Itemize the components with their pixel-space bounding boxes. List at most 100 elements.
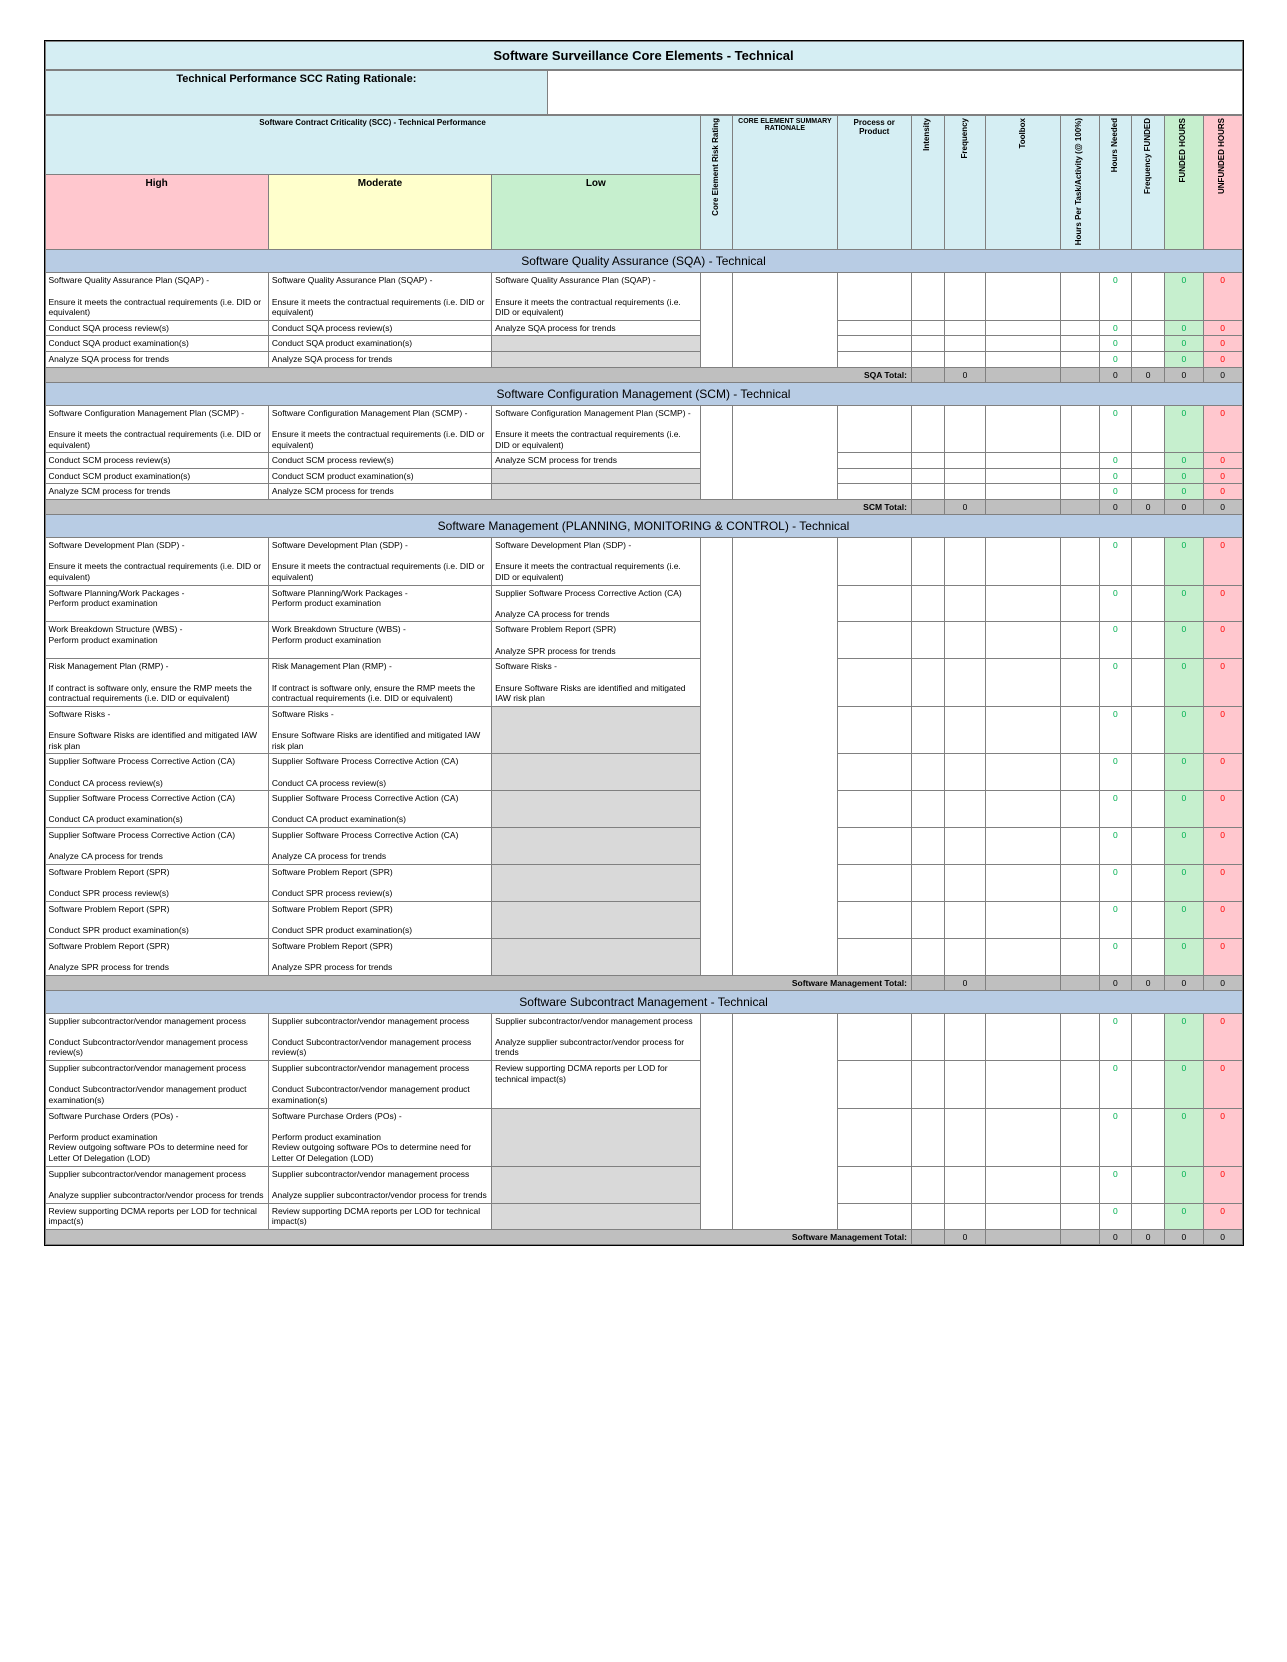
- cell[interactable]: [1132, 273, 1165, 321]
- cell[interactable]: [911, 828, 944, 865]
- cell[interactable]: [986, 1061, 1060, 1109]
- cell[interactable]: Review supporting DCMA reports per LOD f…: [268, 1203, 491, 1229]
- cell[interactable]: Software Planning/Work Packages - Perfor…: [45, 585, 268, 622]
- cell[interactable]: Analyze SQA process for trends: [492, 320, 700, 336]
- cell[interactable]: [944, 405, 986, 453]
- cell[interactable]: [492, 864, 700, 901]
- cell[interactable]: Software Problem Report (SPR) Conduct SP…: [45, 864, 268, 901]
- cell[interactable]: [492, 1108, 700, 1166]
- core-summary-cell[interactable]: [733, 1013, 837, 1229]
- core-summary-cell[interactable]: [733, 538, 837, 976]
- cell[interactable]: [492, 336, 700, 352]
- cell[interactable]: [1132, 1061, 1165, 1109]
- cell[interactable]: [944, 585, 986, 622]
- cell[interactable]: Software Problem Report (SPR) Analyze SP…: [45, 938, 268, 975]
- cell[interactable]: Analyze SQA process for trends: [268, 352, 491, 368]
- cell[interactable]: Supplier subcontractor/vendor management…: [268, 1061, 491, 1109]
- cell[interactable]: [1132, 791, 1165, 828]
- cell[interactable]: [837, 864, 911, 901]
- cell[interactable]: [911, 864, 944, 901]
- cell[interactable]: Software Quality Assurance Plan (SQAP) -…: [45, 273, 268, 321]
- cell[interactable]: [986, 336, 1060, 352]
- cell[interactable]: [1060, 352, 1099, 368]
- cell[interactable]: [986, 1108, 1060, 1166]
- cell[interactable]: [1060, 405, 1099, 453]
- cell[interactable]: Supplier subcontractor/vendor management…: [268, 1166, 491, 1203]
- cell[interactable]: [1060, 585, 1099, 622]
- cell[interactable]: Supplier subcontractor/vendor management…: [492, 1013, 700, 1061]
- cell[interactable]: Supplier subcontractor/vendor management…: [45, 1061, 268, 1109]
- cell[interactable]: [986, 352, 1060, 368]
- cell[interactable]: Software Quality Assurance Plan (SQAP) -…: [268, 273, 491, 321]
- cell[interactable]: [837, 1108, 911, 1166]
- cell[interactable]: Supplier Software Process Corrective Act…: [268, 754, 491, 791]
- cell[interactable]: [1060, 320, 1099, 336]
- cell[interactable]: [837, 1203, 911, 1229]
- cell[interactable]: [1132, 864, 1165, 901]
- cell[interactable]: [1060, 468, 1099, 484]
- cell[interactable]: Analyze SCM process for trends: [45, 484, 268, 500]
- core-risk-cell[interactable]: [700, 405, 733, 499]
- cell[interactable]: [837, 659, 911, 707]
- cell[interactable]: [1132, 754, 1165, 791]
- cell[interactable]: [837, 1061, 911, 1109]
- cell[interactable]: Software Risks - Ensure Software Risks a…: [45, 706, 268, 754]
- cell[interactable]: [492, 1166, 700, 1203]
- cell[interactable]: [837, 754, 911, 791]
- cell[interactable]: [1060, 1013, 1099, 1061]
- cell[interactable]: Software Problem Report (SPR) Analyze SP…: [492, 622, 700, 659]
- cell[interactable]: [837, 336, 911, 352]
- cell[interactable]: [837, 828, 911, 865]
- cell[interactable]: [986, 659, 1060, 707]
- cell[interactable]: [944, 828, 986, 865]
- cell[interactable]: [1132, 1013, 1165, 1061]
- cell[interactable]: Supplier Software Process Corrective Act…: [268, 828, 491, 865]
- cell[interactable]: [837, 453, 911, 469]
- cell[interactable]: [1060, 1203, 1099, 1229]
- cell[interactable]: [911, 1203, 944, 1229]
- cell[interactable]: [492, 484, 700, 500]
- cell[interactable]: [944, 336, 986, 352]
- cell[interactable]: [837, 468, 911, 484]
- cell[interactable]: [1060, 1061, 1099, 1109]
- cell[interactable]: [944, 538, 986, 586]
- cell[interactable]: [837, 538, 911, 586]
- cell[interactable]: [911, 1108, 944, 1166]
- cell[interactable]: Analyze SQA process for trends: [45, 352, 268, 368]
- cell[interactable]: [944, 864, 986, 901]
- cell[interactable]: [837, 901, 911, 938]
- cell[interactable]: Review supporting DCMA reports per LOD f…: [492, 1061, 700, 1109]
- cell[interactable]: [492, 468, 700, 484]
- cell[interactable]: [986, 320, 1060, 336]
- cell[interactable]: [837, 622, 911, 659]
- cell[interactable]: [986, 405, 1060, 453]
- cell[interactable]: [986, 791, 1060, 828]
- cell[interactable]: [911, 273, 944, 321]
- cell[interactable]: Risk Management Plan (RMP) - If contract…: [268, 659, 491, 707]
- cell[interactable]: [837, 1013, 911, 1061]
- cell[interactable]: [1060, 484, 1099, 500]
- cell[interactable]: Conduct SCM process review(s): [45, 453, 268, 469]
- cell[interactable]: [944, 706, 986, 754]
- cell[interactable]: [1132, 538, 1165, 586]
- cell[interactable]: Supplier Software Process Corrective Act…: [268, 791, 491, 828]
- cell[interactable]: Conduct SCM product examination(s): [268, 468, 491, 484]
- cell[interactable]: [986, 1203, 1060, 1229]
- cell[interactable]: [944, 1203, 986, 1229]
- cell[interactable]: [1060, 273, 1099, 321]
- cell[interactable]: Software Development Plan (SDP) - Ensure…: [492, 538, 700, 586]
- cell[interactable]: [986, 622, 1060, 659]
- cell[interactable]: [911, 1061, 944, 1109]
- cell[interactable]: [492, 901, 700, 938]
- cell[interactable]: [492, 706, 700, 754]
- cell[interactable]: [986, 453, 1060, 469]
- cell[interactable]: [1132, 1203, 1165, 1229]
- cell[interactable]: Supplier subcontractor/vendor management…: [45, 1013, 268, 1061]
- cell[interactable]: Software Problem Report (SPR) Conduct SP…: [268, 864, 491, 901]
- cell[interactable]: Conduct SQA product examination(s): [45, 336, 268, 352]
- cell[interactable]: Software Risks - Ensure Software Risks a…: [492, 659, 700, 707]
- cell[interactable]: [1132, 1166, 1165, 1203]
- cell[interactable]: [1132, 828, 1165, 865]
- cell[interactable]: [986, 706, 1060, 754]
- cell[interactable]: [1060, 791, 1099, 828]
